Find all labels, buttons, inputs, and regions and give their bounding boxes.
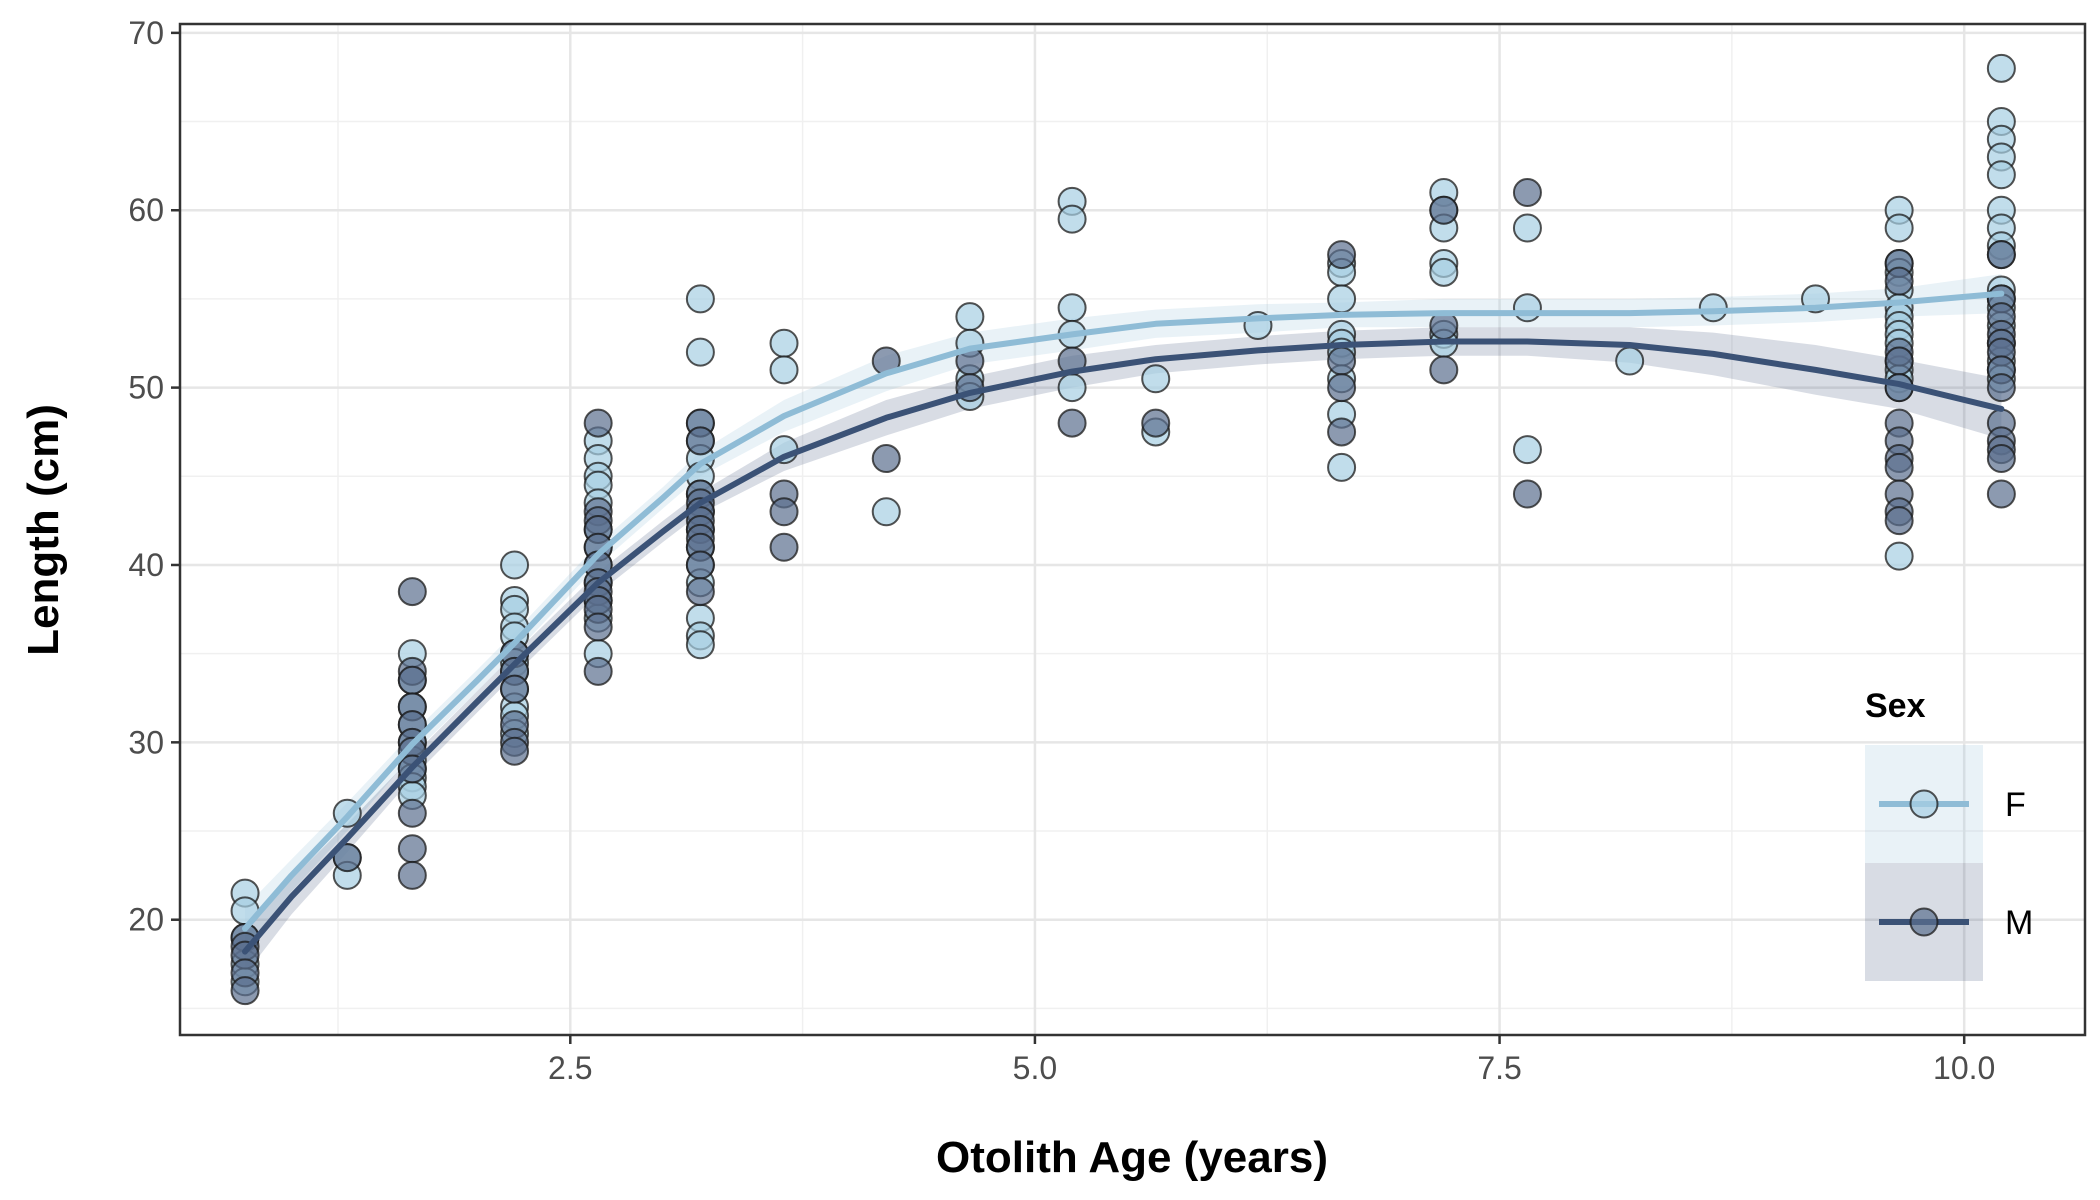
point-F	[1884, 541, 1914, 571]
x-tick-label: 2.5	[548, 1050, 592, 1086]
point-M	[1429, 355, 1459, 385]
point-F	[1141, 364, 1171, 394]
x-tick-label: 5.0	[1013, 1050, 1057, 1086]
point-M	[397, 577, 427, 607]
confidence-bands	[245, 274, 2002, 975]
x-tick-label: 7.5	[1477, 1050, 1521, 1086]
smooth-line-M	[242, 338, 2005, 955]
legend: Sex FM	[1865, 687, 2033, 981]
point-F	[1512, 293, 1542, 323]
point-M	[397, 798, 427, 828]
point-F	[1057, 204, 1087, 234]
point-M	[1986, 444, 2016, 474]
major-gridlines	[180, 24, 2085, 1035]
y-tick-label: 60	[128, 192, 164, 228]
point-F	[871, 497, 901, 527]
x-tick-label: 10.0	[1933, 1050, 1995, 1086]
point-F	[685, 337, 715, 367]
point-M	[583, 656, 613, 686]
point-F	[1884, 213, 1914, 243]
point-F	[1327, 284, 1357, 314]
point-M	[1986, 479, 2016, 509]
point-M	[397, 665, 427, 695]
point-M	[1884, 452, 1914, 482]
legend-title: Sex	[1865, 687, 1926, 725]
band-M	[245, 327, 2002, 975]
y-tick-label: 50	[128, 370, 164, 406]
y-axis-title: Length (cm)	[19, 404, 68, 656]
point-M	[1986, 373, 2016, 403]
point-M	[397, 860, 427, 890]
point-M	[1327, 346, 1357, 376]
point-M	[1884, 506, 1914, 536]
point-M	[1884, 346, 1914, 376]
point-M	[769, 497, 799, 527]
x-axis-ticks: 2.5 5.0 7.5 10.0	[548, 1035, 1995, 1086]
point-M	[1141, 408, 1171, 438]
point-M	[871, 444, 901, 474]
legend-point-F	[1909, 789, 1939, 819]
point-M	[583, 612, 613, 642]
smooth-lines	[242, 290, 2005, 955]
y-tick-label: 20	[128, 902, 164, 938]
legend-label-M: M	[2005, 904, 2033, 942]
point-M	[332, 843, 362, 873]
point-F	[769, 355, 799, 385]
point-F	[1986, 160, 2016, 190]
point-M	[1327, 373, 1357, 403]
point-F	[1057, 373, 1087, 403]
point-F	[1615, 346, 1645, 376]
point-F	[685, 284, 715, 314]
point-F	[1057, 293, 1087, 323]
point-M	[500, 674, 530, 704]
y-axis-ticks: 20 30 40 50 60 70	[128, 15, 180, 938]
point-F	[500, 550, 530, 580]
point-F	[1429, 257, 1459, 287]
point-M	[1986, 240, 2016, 270]
point-F	[955, 302, 985, 332]
point-M	[1327, 417, 1357, 447]
point-M	[583, 408, 613, 438]
point-F	[1698, 293, 1728, 323]
point-M	[1512, 178, 1542, 207]
y-tick-label: 30	[128, 724, 164, 760]
point-F	[1327, 452, 1357, 482]
point-F	[769, 328, 799, 358]
point-F	[1986, 53, 2016, 83]
legend-label-F: F	[2005, 786, 2026, 824]
legend-keys: FM	[1865, 745, 2033, 981]
smooth-line-F	[242, 290, 2005, 932]
plot-border	[178, 22, 2087, 1037]
point-M	[1057, 408, 1087, 438]
point-F	[1512, 213, 1542, 243]
point-F	[685, 630, 715, 660]
point-M	[397, 834, 427, 864]
y-tick-label: 40	[128, 547, 164, 583]
x-axis-title: Otolith Age (years)	[936, 1133, 1328, 1182]
point-M	[500, 736, 530, 766]
point-M	[1327, 240, 1357, 270]
minor-gridlines	[180, 24, 2085, 1035]
point-F	[1512, 435, 1542, 465]
plot-panel	[180, 24, 2085, 1035]
point-M	[1429, 195, 1459, 225]
point-M	[1884, 266, 1914, 296]
legend-point-M	[1909, 907, 1939, 937]
point-M	[685, 426, 715, 456]
point-M	[1512, 479, 1542, 509]
y-tick-label: 70	[128, 15, 164, 51]
point-M	[685, 577, 715, 607]
point-M	[230, 976, 260, 1006]
point-M	[685, 550, 715, 580]
point-M	[769, 532, 799, 562]
